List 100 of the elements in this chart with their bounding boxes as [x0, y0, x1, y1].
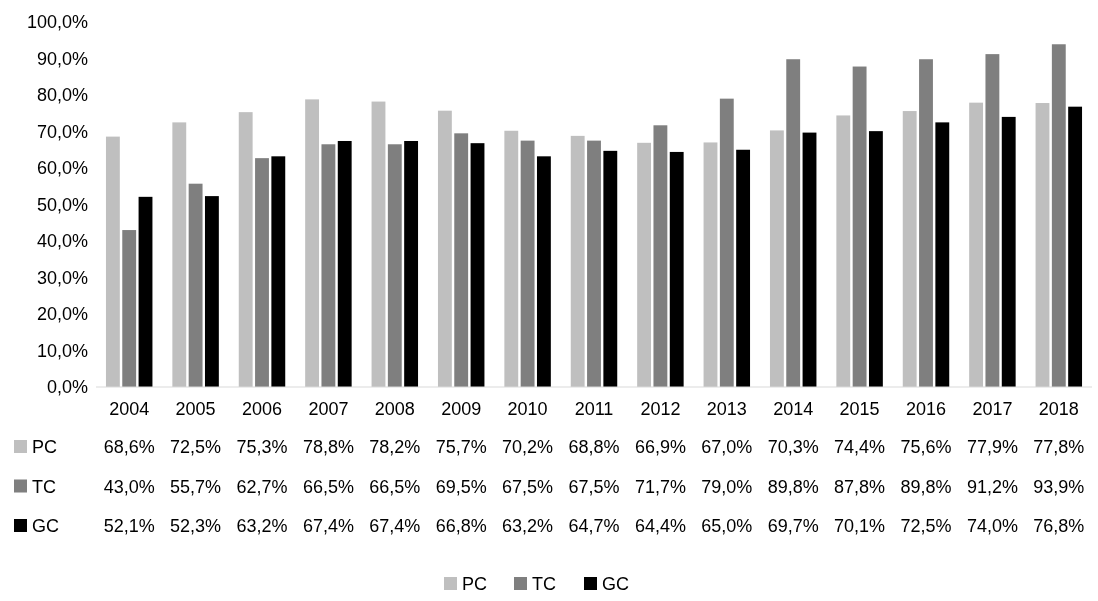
x-tick-label: 2014 — [773, 399, 814, 419]
y-tick-label: 40,0% — [36, 231, 88, 252]
y-tick-label: 80,0% — [36, 85, 88, 106]
bar — [852, 66, 867, 387]
data-label: 55,7% — [170, 476, 222, 497]
bar — [238, 112, 253, 387]
data-label: 43,0% — [103, 476, 155, 497]
x-tick-label: 2010 — [507, 399, 548, 419]
data-label: 77,9% — [966, 437, 1018, 457]
data-label: 74,4% — [834, 437, 886, 457]
x-tick-label: 2018 — [1038, 399, 1079, 419]
data-label: 74,0% — [966, 516, 1018, 536]
bar — [836, 115, 851, 387]
legend-label: GC — [32, 516, 59, 536]
text: PC — [462, 574, 488, 594]
y-tick-label: 100,0% — [26, 12, 88, 33]
data-label: 64,7% — [568, 516, 620, 536]
data-label: 67,4% — [369, 516, 421, 536]
y-tick-label: 60,0% — [36, 158, 88, 179]
bar — [520, 140, 535, 387]
bar — [204, 196, 219, 387]
data-label: 75,3% — [236, 437, 288, 457]
bar — [719, 98, 734, 387]
bar — [868, 131, 883, 387]
data-label: 66,9% — [634, 437, 686, 457]
bar — [786, 59, 801, 387]
bar — [536, 156, 551, 387]
bar — [703, 142, 718, 387]
data-label: 64,4% — [634, 516, 686, 536]
data-label: 77,8% — [1033, 437, 1085, 457]
x-tick-label: 2009 — [441, 399, 482, 419]
bar — [935, 122, 950, 387]
bar — [371, 101, 386, 387]
x-tick-label: 2017 — [972, 399, 1013, 419]
data-label: 70,2% — [502, 437, 554, 457]
data-label: 69,7% — [767, 516, 819, 536]
data-label: 52,3% — [170, 516, 222, 536]
data-label: 89,8% — [900, 476, 952, 497]
bar — [437, 110, 452, 387]
data-label: 78,8% — [302, 437, 354, 457]
x-tick-label: 2016 — [905, 399, 947, 419]
y-tick-label: 0,0% — [46, 377, 88, 398]
x-tick-label: 2007 — [308, 399, 349, 419]
x-tick-label: 2006 — [241, 399, 283, 419]
data-label: 89,8% — [767, 476, 819, 497]
data-label: 67,5% — [502, 476, 554, 497]
legend-label: PC — [32, 437, 58, 457]
x-tick-label: 2008 — [374, 399, 415, 419]
data-label: 66,8% — [435, 516, 487, 536]
x-tick-label: 2012 — [640, 399, 681, 419]
bar — [603, 150, 618, 387]
data-label: 76,8% — [1033, 516, 1085, 536]
legend-label: TC — [32, 476, 56, 497]
bar — [387, 144, 402, 387]
data-label: 67,4% — [302, 516, 354, 536]
data-label: 93,9% — [1033, 476, 1085, 497]
data-label: 68,8% — [568, 437, 620, 457]
data-label: 70,1% — [834, 516, 886, 536]
x-tick-label: 2005 — [175, 399, 216, 419]
bar — [305, 99, 320, 387]
bar — [1068, 106, 1083, 387]
bar — [404, 140, 419, 387]
bar — [919, 59, 933, 387]
data-label: 65,0% — [701, 516, 753, 536]
data-label: 66,5% — [302, 476, 354, 497]
text: TC — [532, 574, 556, 594]
bar — [902, 111, 917, 387]
data-label: 72,5% — [900, 516, 952, 536]
data-label: 78,2% — [369, 437, 421, 457]
x-tick-label: 2011 — [574, 399, 614, 419]
data-label: 63,2% — [502, 516, 554, 536]
data-label: 66,5% — [369, 476, 421, 497]
data-label: 72,5% — [170, 437, 222, 457]
data-label: 68,6% — [103, 437, 155, 457]
bar — [138, 196, 153, 387]
bar — [637, 142, 652, 387]
bar — [454, 133, 469, 387]
bar — [769, 130, 784, 387]
bar — [969, 102, 984, 387]
data-label: 91,2% — [966, 476, 1018, 497]
data-label: 67,0% — [701, 437, 753, 457]
bar — [669, 151, 684, 387]
bar — [321, 144, 336, 387]
text: GC — [602, 574, 629, 594]
bar — [105, 136, 120, 387]
bar — [470, 143, 485, 387]
data-label: 69,5% — [435, 476, 487, 497]
data-label: 70,3% — [767, 437, 819, 457]
bar — [1001, 116, 1016, 387]
data-label: 75,7% — [435, 437, 487, 457]
bar — [337, 140, 352, 387]
bar — [985, 54, 1000, 387]
bar — [1051, 44, 1066, 387]
bar — [736, 149, 751, 387]
bar — [172, 122, 187, 387]
bar — [802, 132, 817, 387]
bar — [653, 125, 668, 387]
data-label: 62,7% — [236, 476, 288, 497]
y-tick-label: 30,0% — [36, 267, 88, 288]
bar — [188, 183, 203, 387]
